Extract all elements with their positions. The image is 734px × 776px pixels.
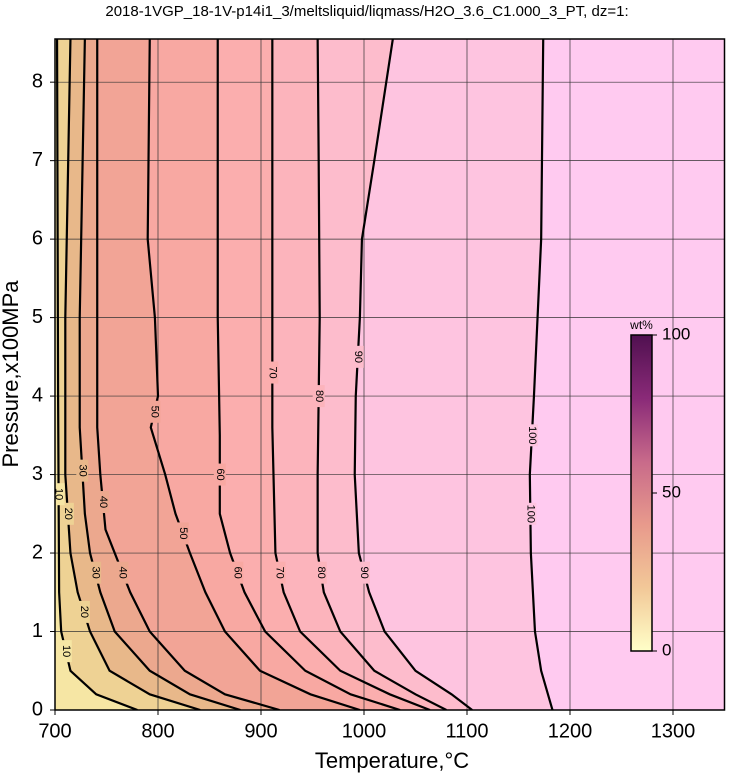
colorbar [630, 334, 653, 652]
contour-label-bg [148, 400, 161, 423]
contour-label-bg [213, 463, 226, 486]
contour-label: 30 [89, 567, 101, 579]
contour-label: 50 [177, 527, 189, 539]
contour-label-bg [266, 361, 279, 384]
contour-label: 80 [313, 390, 325, 402]
contour-label: 10 [60, 645, 72, 657]
contour-line [216, 39, 401, 710]
contour-label: 70 [266, 366, 278, 378]
plot-area: 1001009090808070706060505040403030202010… [53, 39, 725, 710]
contour-label-bg [312, 385, 325, 408]
contour-label: 90 [352, 351, 364, 363]
x-tick-label: 1200 [548, 720, 593, 742]
contour-label-bg [96, 491, 109, 514]
contour-label-bg [231, 561, 244, 584]
contour-line [64, 39, 201, 710]
plot-frame [54, 38, 726, 711]
colorbar-tick-label: 50 [662, 482, 681, 501]
x-tick-label: 900 [244, 720, 277, 742]
contour-label: 20 [62, 508, 74, 520]
contour-label-bg [358, 561, 370, 584]
y-tick-label: 6 [32, 227, 43, 249]
contour-label-bg [176, 522, 189, 545]
contour-label-bg [77, 600, 90, 623]
y-tick-label: 7 [32, 149, 43, 171]
contour-line [353, 39, 473, 710]
contour-label: 50 [148, 406, 160, 418]
contour-label-bg [314, 561, 327, 584]
contour-label: 20 [78, 606, 90, 618]
contour-label: 90 [358, 567, 370, 579]
contour-label: 30 [76, 465, 88, 477]
contour-label-bg [76, 459, 89, 482]
chart-title: 2018-1VGP_18-1V-p14i1_3/meltsliquid/liqm… [105, 3, 628, 20]
y-tick-label: 8 [32, 70, 43, 92]
contour-label-bg [89, 561, 102, 584]
x-axis-label: Temperature,°C [315, 748, 469, 773]
y-axis-label: Pressure,x100MPa [0, 280, 23, 468]
contour-line [96, 39, 280, 710]
contour-label-bg [59, 640, 72, 663]
x-tick-label: 1300 [651, 720, 696, 742]
band-fill [55, 39, 360, 710]
contour-label: 60 [214, 468, 226, 480]
x-tick-label: 800 [141, 720, 174, 742]
x-tick-label: 1100 [445, 720, 488, 742]
y-tick-label: 4 [32, 384, 43, 406]
y-tick-label: 5 [32, 306, 43, 328]
contour-label-bg [525, 424, 538, 447]
x-tick-label: 1000 [342, 720, 387, 742]
contour-label: 10 [53, 488, 65, 500]
contour-label-bg [116, 561, 129, 584]
y-tick-label: 2 [32, 541, 43, 563]
contour-label: 100 [524, 505, 536, 523]
contour-label-bg [273, 561, 286, 584]
contour-label: 60 [231, 567, 243, 579]
contour-label-bg [61, 502, 74, 525]
contour-label-bg [351, 345, 364, 368]
overlay: 700 800 900 1000 1100 1200 1300012345678050100… [32, 38, 726, 742]
contour-label-bg [524, 502, 537, 525]
colorbar-label: wt% [629, 318, 653, 332]
colorbar-tick-label: 100 [662, 324, 690, 343]
colorbar-tick-label: 0 [662, 640, 671, 659]
contour-label: 100 [526, 426, 538, 444]
x-tick-label: 700 [38, 720, 71, 742]
contour-label: 80 [315, 567, 327, 579]
contour-line [146, 39, 361, 710]
contour-label-bg [55, 483, 65, 506]
contour-label: 40 [97, 496, 109, 508]
contour-label: 40 [117, 567, 129, 579]
y-tick-label: 3 [32, 463, 43, 485]
contour-label: 70 [274, 567, 286, 579]
y-tick-label: 0 [32, 698, 43, 720]
y-tick-label: 1 [32, 620, 43, 642]
contour-line [55, 39, 138, 710]
